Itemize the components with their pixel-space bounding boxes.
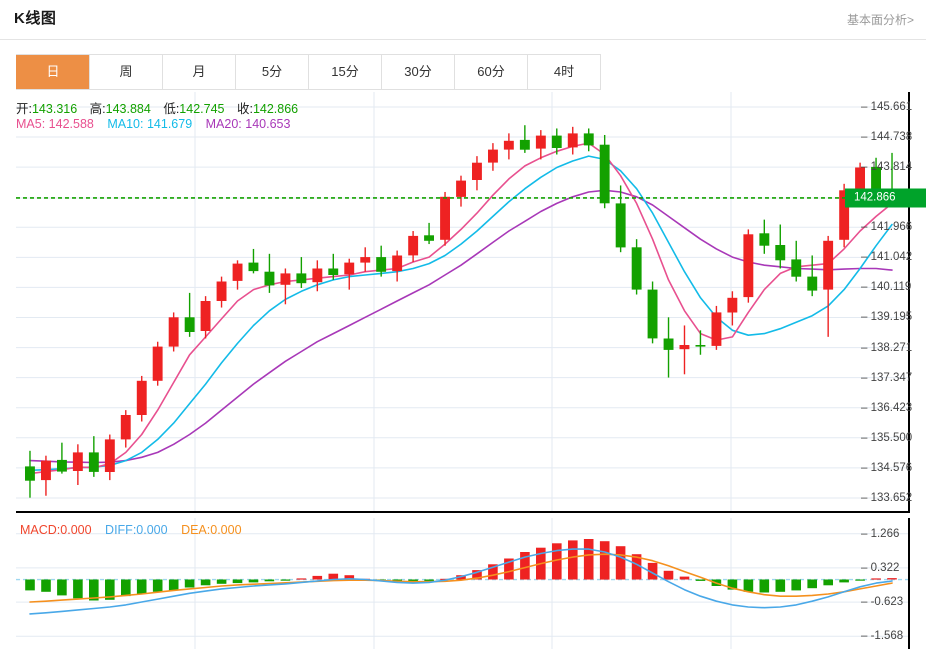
price-tick-label: – 145.661 bbox=[861, 100, 913, 113]
tab-4[interactable]: 15分 bbox=[308, 55, 381, 89]
tab-7[interactable]: 4时 bbox=[527, 55, 600, 89]
tab-0[interactable]: 日 bbox=[16, 55, 89, 89]
price-tick-label: – 133.652 bbox=[861, 491, 913, 504]
price-tick-label: – 139.195 bbox=[861, 311, 913, 324]
tab-5[interactable]: 30分 bbox=[381, 55, 454, 89]
price-tick-label: – 141.966 bbox=[861, 221, 913, 234]
page-title: K线图 bbox=[14, 10, 57, 27]
macd-tick-label: – -1.568 bbox=[861, 630, 904, 643]
macd-tick-label: – 0.322 bbox=[861, 561, 900, 574]
ma10-label: MA10: bbox=[107, 117, 144, 131]
price-tick-label: – 136.423 bbox=[861, 401, 913, 414]
price-tick-label: – 138.271 bbox=[861, 341, 913, 354]
open-value: 143.316 bbox=[31, 102, 78, 116]
ma5-label: MA5: bbox=[16, 117, 46, 131]
tab-1[interactable]: 周 bbox=[89, 55, 162, 89]
macd-tick-label: – -0.623 bbox=[861, 596, 904, 609]
current-price-badge: 142.866 bbox=[845, 188, 926, 208]
macd-tick-label: – 1.266 bbox=[861, 527, 900, 540]
macd-plot bbox=[16, 518, 908, 649]
macd-legend: MACD:0.000 DIFF:0.000 DEA:0.000 bbox=[20, 523, 242, 537]
price-tick-label: – 143.814 bbox=[861, 161, 913, 174]
tab-2[interactable]: 月 bbox=[162, 55, 235, 89]
tab-3[interactable]: 5分 bbox=[235, 55, 308, 89]
dea-label: DEA: bbox=[181, 523, 211, 537]
tab-6[interactable]: 60分 bbox=[454, 55, 527, 89]
high-label: 高: bbox=[89, 102, 106, 116]
fundamental-analysis-link[interactable]: 基本面分析> bbox=[846, 13, 914, 27]
dea-value: 0.000 bbox=[210, 523, 242, 537]
ma-legend: MA5: 142.588 MA10: 141.679 MA20: 140.653 bbox=[16, 117, 290, 131]
ma5-value: 142.588 bbox=[48, 117, 94, 131]
candlestick-plot bbox=[16, 92, 908, 511]
price-tick-label: – 137.347 bbox=[861, 371, 913, 384]
price-tick-label: – 135.500 bbox=[861, 431, 913, 444]
low-label: 低: bbox=[163, 102, 180, 116]
ma20-value: 140.653 bbox=[245, 117, 291, 131]
ma10-value: 141.679 bbox=[146, 117, 193, 131]
price-tick-label: – 141.042 bbox=[861, 251, 913, 264]
price-tick-label: – 134.576 bbox=[861, 461, 913, 474]
page-header: K线图 基本面分析> bbox=[0, 0, 926, 40]
price-chart-panel[interactable] bbox=[16, 92, 910, 513]
price-tick-label: – 140.119 bbox=[861, 281, 912, 294]
macd-value: 0.000 bbox=[60, 523, 92, 537]
diff-value: 0.000 bbox=[136, 523, 168, 537]
macd-label: MACD: bbox=[20, 523, 61, 537]
open-label: 开: bbox=[16, 102, 32, 116]
close-label: 收: bbox=[236, 102, 253, 116]
price-tick-label: – 144.738 bbox=[861, 130, 913, 143]
low-value: 142.745 bbox=[179, 102, 225, 116]
ohlc-legend: 开:143.316 高:143.884 低:142.745 收:142.866 bbox=[16, 98, 307, 117]
period-tabbar: 日周月 5分 15分 30分 60分 4时 bbox=[16, 54, 601, 90]
high-value: 143.884 bbox=[105, 102, 151, 116]
close-value: 142.866 bbox=[252, 102, 299, 116]
ma20-label: MA20: bbox=[205, 117, 242, 131]
price-axis-labels: – 145.661 – 144.738 – 143.814 – 141.966 – 14… bbox=[855, 0, 926, 651]
diff-label: DIFF: bbox=[105, 523, 137, 537]
macd-chart-panel[interactable] bbox=[16, 518, 910, 649]
